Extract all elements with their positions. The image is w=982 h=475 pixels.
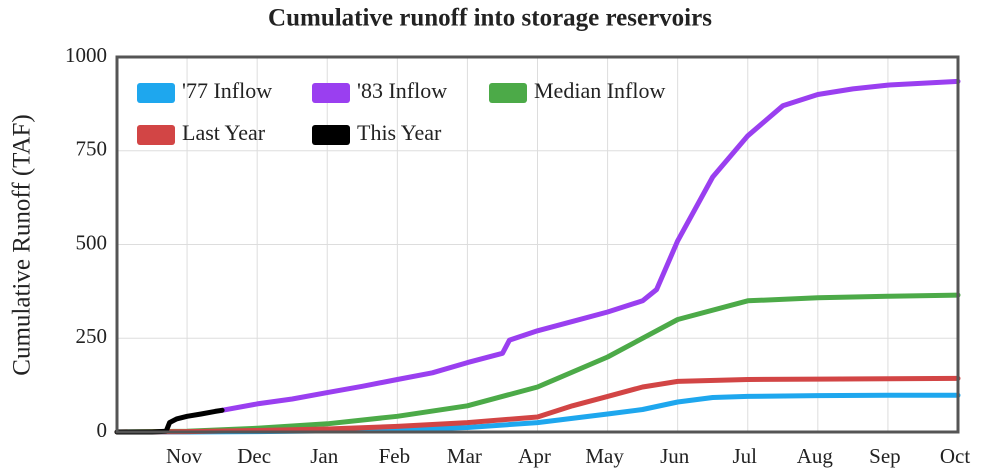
x-tick-label: Aug [797,444,834,468]
chart-title: Cumulative runoff into storage reservoir… [268,5,712,32]
x-tick-label: Dec [237,444,271,468]
x-tick-label: Jun [660,444,690,468]
legend-label: '83 Inflow [357,78,447,103]
x-tick-label: Jul [732,444,757,468]
legend-label: This Year [357,120,442,145]
legend-swatch [312,83,350,103]
y-tick-label: 750 [76,137,108,161]
x-tick-label: Mar [447,444,482,468]
line [114,375,961,435]
legend-swatch [312,125,350,145]
x-tick-label: Nov [166,444,203,468]
x-tick-label: May [585,444,624,468]
x-tick-label: Apr [518,444,551,468]
y-tick-label: 1000 [65,43,107,67]
legend-swatch [137,83,175,103]
legend-swatch [137,125,175,145]
legend-label: '77 Inflow [182,78,272,103]
y-tick-label: 500 [76,230,108,254]
x-tick-label: Sep [869,444,901,468]
x-tick-label: Jan [310,444,338,468]
y-axis-label: Cumulative Runoff (TAF) [9,114,36,375]
plot-frame [115,55,960,434]
y-tick-label: 250 [76,324,108,348]
line [219,78,961,413]
x-tick-label: Feb [379,444,411,468]
legend-label: Median Inflow [534,78,665,103]
legend-swatch [489,83,527,103]
x-tick-label: Oct [940,444,970,468]
y-tick-label: 0 [97,418,108,442]
legend-label: Last Year [182,120,266,145]
